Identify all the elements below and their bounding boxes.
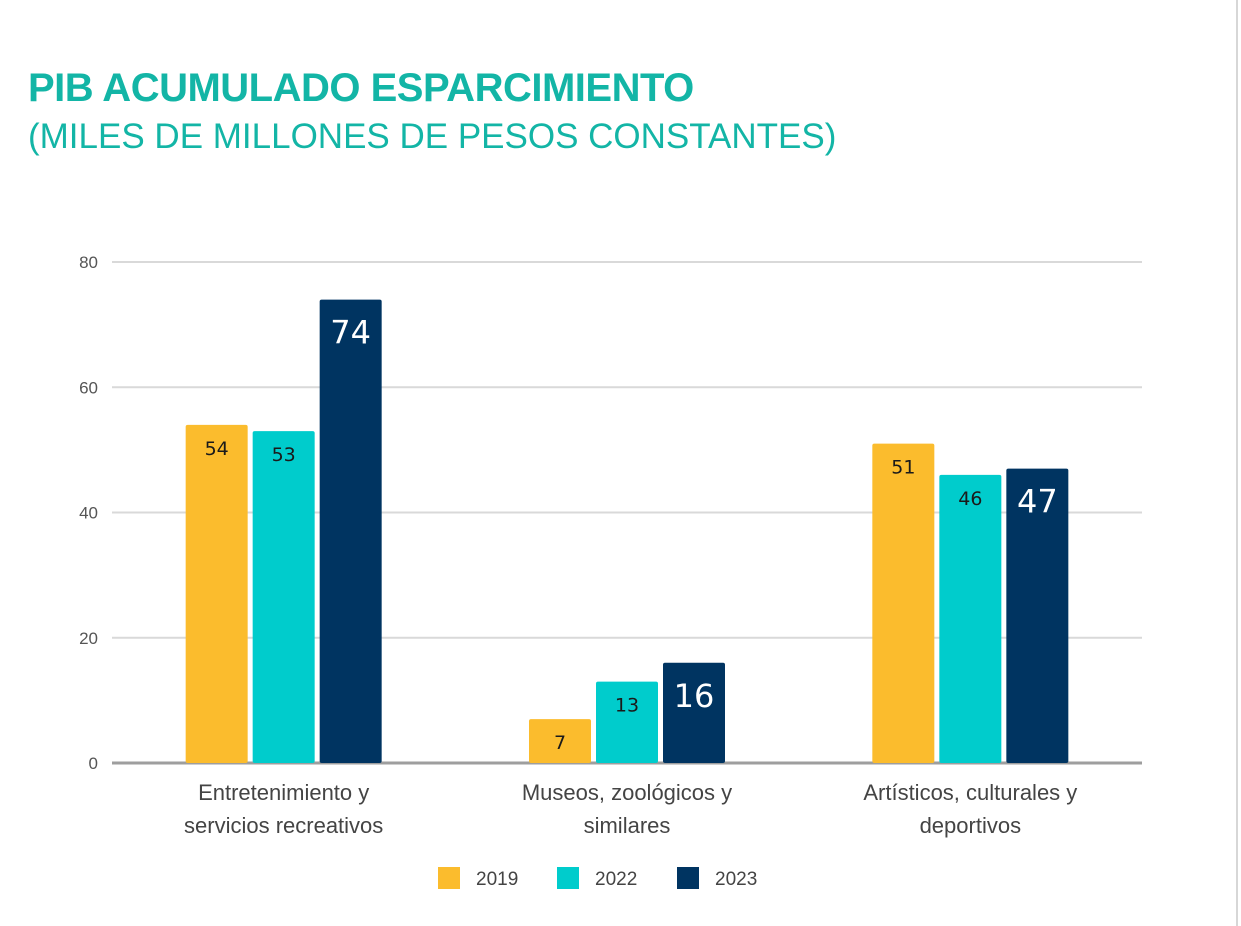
legend-label-2019[interactable]: 2019 [476, 869, 518, 890]
chart-subtitle: (MILES DE MILLONES DE PESOS CONSTANTES) [28, 117, 837, 156]
y-tick-label: 0 [89, 754, 98, 773]
x-category-label: Artísticos, culturales y [863, 780, 1077, 805]
bar-2022 [596, 681, 658, 763]
bar-2019 [185, 424, 248, 763]
legend-swatch-2019 [438, 867, 460, 889]
x-category-label: deportivos [920, 813, 1022, 838]
x-category-label: similares [584, 813, 671, 838]
page-edge-rule [1236, 0, 1238, 926]
bar-2023 [319, 299, 382, 763]
data-labels: 54 53 74 7 13 16 51 46 47 [205, 314, 1058, 755]
data-label: 53 [272, 444, 296, 466]
data-label: 13 [615, 695, 639, 717]
bar-2019 [872, 443, 935, 763]
y-tick-label: 40 [79, 504, 98, 523]
x-category-label: servicios recreativos [184, 813, 383, 838]
y-tick-label: 60 [79, 378, 98, 397]
data-label: 7 [554, 732, 566, 754]
legend-label-2022[interactable]: 2022 [595, 869, 637, 890]
x-category-label: Entretenimiento y [198, 780, 369, 805]
data-label: 74 [330, 314, 371, 352]
legend-swatch-2023 [677, 867, 699, 889]
bars [185, 299, 1069, 763]
data-label: 51 [891, 457, 915, 479]
y-axis-ticks: 0 20 40 60 80 [79, 253, 98, 773]
bar-2022 [939, 474, 1002, 763]
data-label: 16 [674, 677, 715, 715]
bar-2023 [1006, 468, 1069, 763]
data-label: 47 [1017, 483, 1058, 521]
x-axis-categories: Entretenimiento y servicios recreativos Mu… [184, 780, 1077, 838]
y-tick-label: 20 [79, 629, 98, 648]
x-category-label: Museos, zoológicos y [522, 780, 732, 805]
data-label: 54 [205, 438, 229, 460]
y-tick-label: 80 [79, 253, 98, 272]
legend-label-2023[interactable]: 2023 [715, 869, 757, 890]
data-label: 46 [958, 488, 982, 510]
bar-2022 [252, 431, 315, 763]
legend-swatch-2022 [557, 867, 579, 889]
chart-title: PIB ACUMULADO ESPARCIMIENTO [28, 66, 694, 110]
bar-2023 [663, 662, 725, 763]
legend[interactable]: 2019 2022 2023 [438, 867, 757, 890]
bar-2019 [529, 719, 591, 763]
